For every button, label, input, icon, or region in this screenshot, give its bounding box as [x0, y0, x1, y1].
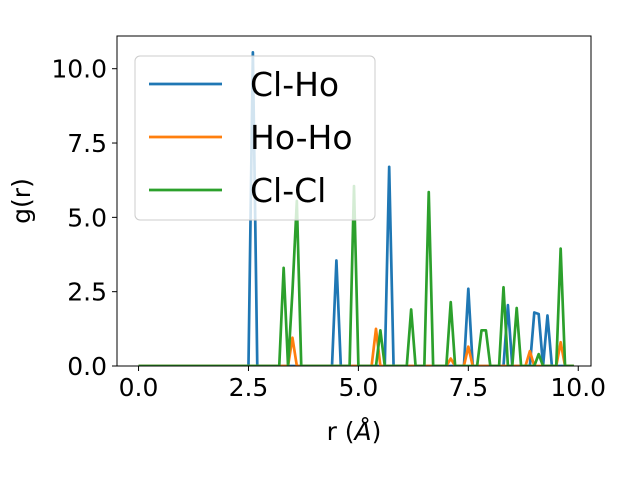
- x-axis-label: r (Å): [327, 417, 382, 446]
- legend-label-cl-ho: Cl-Ho: [250, 65, 339, 104]
- series-line-cl-ho: [138, 51, 574, 366]
- y-tick-label: 7.5: [67, 129, 107, 158]
- legend-label-ho-ho: Ho-Ho: [250, 118, 353, 157]
- legend: Cl-Ho Ho-Ho Cl-Cl: [134, 55, 376, 221]
- x-tick-label: 5.0: [339, 373, 379, 402]
- y-axis-label: g(r): [7, 178, 36, 224]
- y-tick-label: 0.0: [67, 352, 107, 381]
- x-tick-label: 2.5: [229, 373, 269, 402]
- legend-label-cl-cl: Cl-Cl: [250, 171, 326, 210]
- axes-frame: [116, 35, 592, 367]
- x-axis-label-text: r (: [327, 417, 355, 446]
- x-tick-label: 10.0: [550, 373, 606, 402]
- x-tick-label: 0.0: [119, 373, 159, 402]
- series-layer: [138, 51, 574, 366]
- axes-layer: 0.0 2.5 5.0 7.5 10.0 0.0 2.5 5.0 7.5 10.0: [51, 35, 606, 402]
- y-tick-label: 2.5: [67, 278, 107, 307]
- y-tick-label: 5.0: [67, 203, 107, 232]
- y-tick-label: 10.0: [51, 55, 107, 84]
- legend-box: [134, 55, 376, 221]
- x-axis-label-close: ): [372, 417, 382, 446]
- axis-labels: r (Å) g(r): [7, 178, 381, 446]
- x-tick-label: 7.5: [448, 373, 488, 402]
- x-axis-label-unit: Å: [353, 417, 372, 446]
